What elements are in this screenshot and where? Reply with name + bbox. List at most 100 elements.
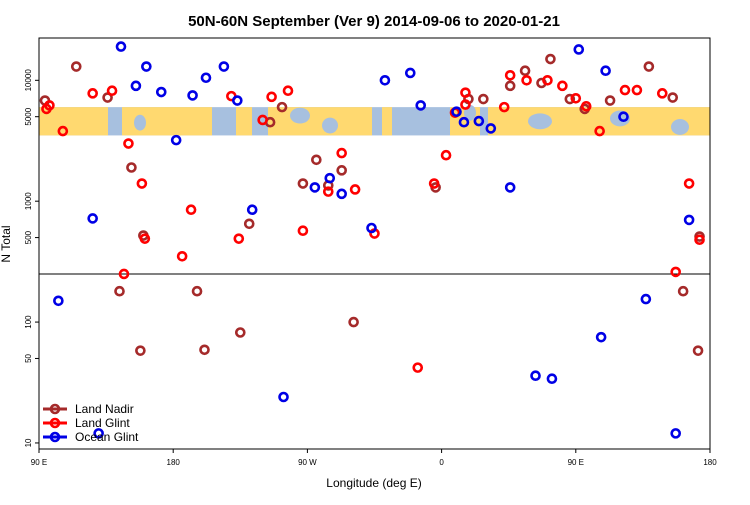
ocean-inlet — [528, 113, 552, 130]
data-point — [257, 114, 268, 126]
data-point — [564, 93, 576, 105]
data-point — [573, 44, 585, 55]
data-point — [87, 213, 98, 224]
data-point — [692, 345, 704, 356]
data-point — [266, 91, 277, 103]
map-land — [39, 104, 710, 136]
series-land-nadir — [39, 53, 705, 356]
y-tick-label: 500 — [24, 230, 33, 244]
y-axis-label: N Total — [0, 225, 13, 262]
y-tick-label: 100 — [24, 315, 33, 329]
legend-label: Land Nadir — [75, 402, 134, 416]
data-point — [176, 251, 188, 262]
data-point — [595, 331, 607, 343]
x-tick-label: 90 E — [568, 458, 584, 467]
data-point — [366, 222, 377, 234]
legend-label: Land Glint — [75, 416, 130, 430]
series-ocean-glint — [53, 41, 744, 439]
legend-marker — [49, 431, 61, 443]
data-point — [557, 80, 568, 92]
data-point — [200, 72, 212, 84]
data-point — [336, 147, 347, 159]
data-point — [460, 87, 471, 98]
data-point — [218, 61, 230, 72]
data-point — [379, 75, 391, 86]
data-point — [504, 70, 516, 81]
data-point — [694, 234, 705, 246]
data-point — [594, 125, 605, 137]
data-point — [278, 391, 289, 403]
data-point — [656, 88, 668, 99]
data-point — [670, 428, 682, 439]
data-point — [504, 80, 516, 92]
data-point — [243, 218, 255, 230]
data-point — [170, 134, 182, 146]
data-point — [485, 123, 497, 134]
series-layer — [39, 41, 744, 439]
y-axis: 10 50 100 500 1000 5000 10000 — [24, 69, 39, 447]
data-point — [542, 75, 553, 86]
ocean-inlet — [290, 107, 310, 124]
data-point — [504, 182, 516, 193]
land-mass — [236, 107, 252, 136]
data-point — [141, 61, 152, 72]
data-point — [126, 162, 137, 173]
y-tick-label: 10 — [24, 438, 33, 447]
data-point — [498, 101, 510, 113]
x-axis: 90 E 180 90 W 0 90 E 180 — [31, 449, 717, 467]
data-point — [580, 100, 592, 112]
data-point — [297, 225, 309, 237]
data-point — [519, 65, 531, 77]
map-band — [39, 104, 710, 136]
data-point — [322, 186, 334, 197]
chart-title: 50N-60N September (Ver 9) 2014-09-06 to … — [188, 13, 560, 30]
data-point — [412, 362, 424, 373]
data-point — [93, 428, 104, 439]
data-point — [87, 88, 98, 99]
data-point — [530, 370, 541, 382]
data-point — [643, 61, 655, 72]
data-point — [478, 93, 489, 105]
data-point — [57, 125, 69, 137]
data-point — [185, 204, 197, 216]
data-point — [415, 100, 427, 111]
data-point — [233, 233, 245, 244]
plot-frame — [38, 37, 711, 450]
data-point — [155, 86, 167, 98]
data-point — [276, 101, 288, 113]
x-tick-label: 90 W — [298, 458, 317, 467]
land-mass — [382, 107, 392, 136]
data-point — [428, 178, 440, 189]
data-point — [44, 100, 55, 111]
data-point — [683, 214, 695, 226]
ocean-inlet — [134, 114, 146, 131]
data-point — [473, 115, 485, 127]
legend-marker — [49, 417, 61, 429]
data-point — [130, 80, 142, 92]
x-tick-label: 180 — [167, 458, 181, 467]
data-point — [118, 268, 130, 280]
data-point — [336, 188, 347, 200]
data-point — [600, 65, 611, 77]
data-point — [297, 178, 309, 189]
y-tick-label: 5000 — [24, 107, 33, 125]
data-point — [640, 293, 652, 305]
x-tick-label: 90 E — [31, 458, 47, 467]
data-point — [53, 295, 64, 307]
y-tick-label: 1000 — [24, 192, 33, 210]
data-point — [348, 316, 359, 328]
data-point — [631, 84, 643, 96]
data-point — [604, 95, 616, 106]
data-point — [619, 84, 631, 96]
data-point — [136, 178, 148, 189]
data-point — [683, 178, 695, 189]
data-point — [736, 82, 744, 90]
data-point — [458, 116, 470, 128]
data-point — [667, 92, 679, 103]
data-point — [521, 75, 532, 86]
data-point — [70, 61, 82, 72]
data-point — [670, 266, 682, 278]
x-axis-label: Longitude (deg E) — [326, 476, 421, 490]
